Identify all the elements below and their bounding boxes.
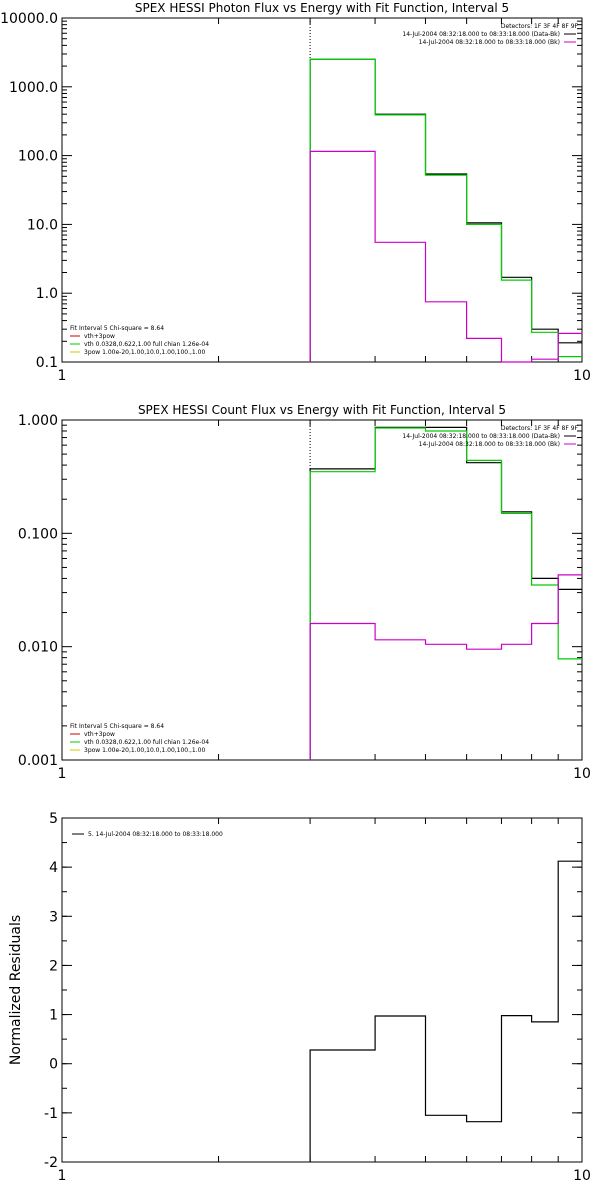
series-1-step-line xyxy=(309,58,582,362)
count-flux-panel: SPEX HESSI Count Flux vs Energy with Fit… xyxy=(18,403,591,782)
residuals-panel: -2 -1 0 1 2 3 4 5 1 10 Normalized Residuals 5. 14-J… xyxy=(8,811,591,1184)
y-tick-label: -2 xyxy=(44,1155,58,1171)
legend-bottom-text: Fit Interval 5 Chi-square = 8.64 xyxy=(70,723,164,730)
x-tick-label: 10 xyxy=(573,1168,591,1184)
y-tick-label: 4 xyxy=(49,860,58,876)
y-tick-label: 1.0 xyxy=(36,286,58,302)
legend-bottom-text: 3pow 1.00e-20,1.00,10.0,1.00,100.,1.00 xyxy=(84,747,205,754)
y-tick-label: 100.0 xyxy=(18,149,58,165)
plot-frame xyxy=(61,17,583,363)
legend-bottom-text: vth 0.0328,0.622,1.00 full chian 1.26e-0… xyxy=(84,739,209,746)
y-tick-label: 5 xyxy=(49,811,58,827)
y-tick-label: 0.010 xyxy=(18,640,58,656)
y-tick-label: 1.000 xyxy=(18,413,58,429)
x-tick-label: 10 xyxy=(573,766,591,782)
y-tick-label: 10.0 xyxy=(27,217,58,233)
legend-bottom-text: vth 0.0328,0.622,1.00 full chian 1.26e-0… xyxy=(84,341,209,348)
legend-top-text: 14-Jul-2004 08:32:18.000 to 08:33:18.000… xyxy=(402,433,560,440)
chart-title: SPEX HESSI Count Flux vs Energy with Fit… xyxy=(138,403,506,417)
series-0-step-line xyxy=(309,860,582,1162)
legend-top-text: 5. 14-Jul-2004 08:32:18.000 to 08:33:18.… xyxy=(88,831,223,838)
y-tick-label: 3 xyxy=(49,909,58,925)
x-tick-label: 1 xyxy=(58,368,67,384)
detectors-label: Detectors: 1F 3F 4F 8F 9F xyxy=(501,23,579,30)
chart-title: SPEX HESSI Photon Flux vs Energy with Fi… xyxy=(135,1,509,15)
y-axis-label: Normalized Residuals xyxy=(8,915,24,1065)
y-tick-label: 0.1 xyxy=(36,355,58,371)
series-1-step-line xyxy=(309,427,582,760)
y-tick-label: 1000.0 xyxy=(9,80,58,96)
y-tick-label: 0 xyxy=(49,1057,58,1073)
plot-frame xyxy=(61,419,583,761)
series-0-step-line xyxy=(309,426,582,760)
legend-top-text: 14-Jul-2004 08:32:18.000 to 08:33:18.000… xyxy=(419,39,560,46)
legend-bottom-text: vth+3pow xyxy=(84,333,115,340)
legend-bottom-text: Fit Interval 5 Chi-square = 8.64 xyxy=(70,325,164,332)
y-tick-label: 0.001 xyxy=(18,753,58,769)
legend-top-text: 14-Jul-2004 08:32:18.000 to 08:33:18.000… xyxy=(419,441,560,448)
legend-top-text: 14-Jul-2004 08:32:18.000 to 08:33:18.000… xyxy=(402,31,560,38)
y-tick-label: 10000.0 xyxy=(0,11,58,27)
legend-bottom-text: 3pow 1.00e-20,1.00,10.0,1.00,100.,1.00 xyxy=(84,349,205,356)
series-0-step-line xyxy=(309,58,582,362)
series-2-step-line xyxy=(309,574,582,760)
detectors-label: Detectors: 1F 3F 4F 8F 9F xyxy=(501,425,579,432)
x-tick-label: 10 xyxy=(573,368,591,384)
plot-frame xyxy=(61,817,583,1163)
y-tick-label: 1 xyxy=(49,1008,58,1024)
series-2-step-line xyxy=(309,150,582,363)
y-tick-label: 2 xyxy=(49,958,58,974)
x-tick-label: 1 xyxy=(58,1168,67,1184)
legend-bottom-text: vth+3pow xyxy=(84,731,115,738)
y-tick-label: -1 xyxy=(44,1106,58,1122)
y-tick-label: 0.100 xyxy=(18,526,58,542)
photon-flux-panel: SPEX HESSI Photon Flux vs Energy with Fi… xyxy=(0,1,591,384)
x-tick-label: 1 xyxy=(58,766,67,782)
